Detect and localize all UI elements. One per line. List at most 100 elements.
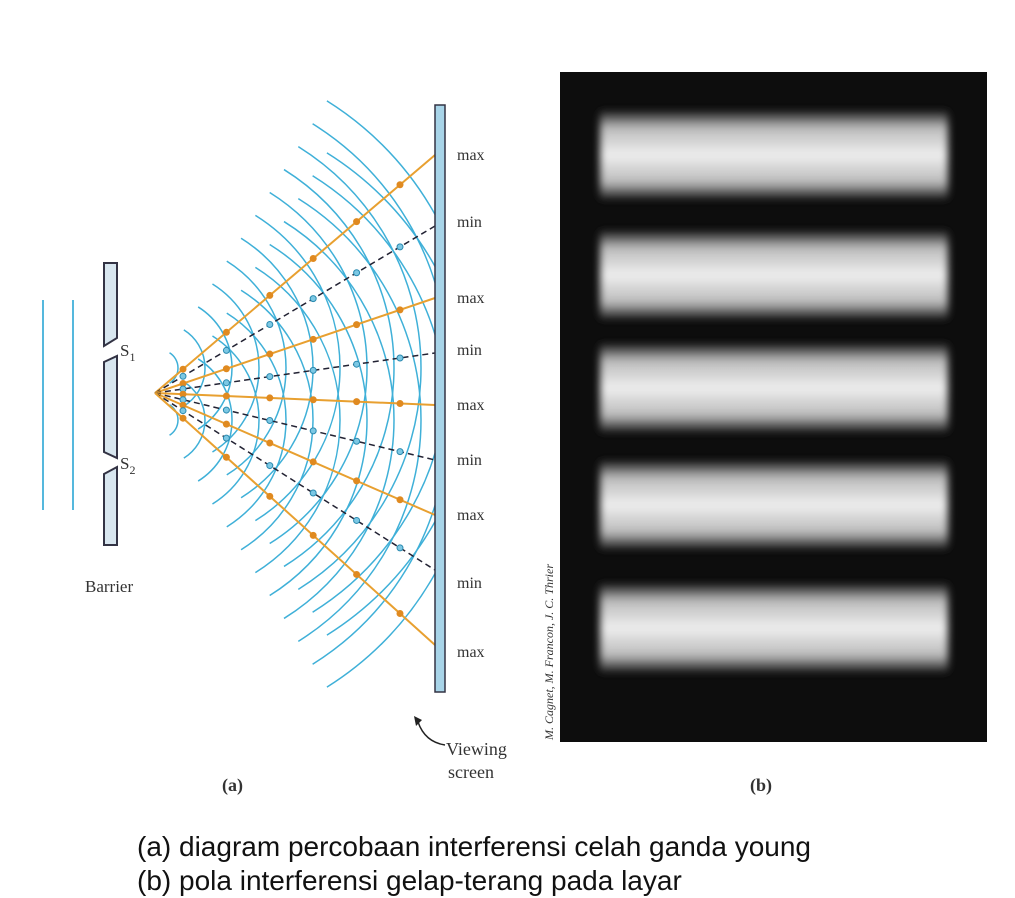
min-dot xyxy=(396,243,404,251)
wave-arc xyxy=(312,123,435,613)
wave-arc xyxy=(326,152,435,688)
wave-arc xyxy=(240,289,314,551)
wave-arc xyxy=(269,191,368,545)
max-dot xyxy=(396,181,404,189)
screen-arrow xyxy=(417,721,446,746)
screen-label: max xyxy=(457,644,485,661)
bright-fringe xyxy=(600,583,948,673)
min-dot xyxy=(266,462,274,470)
wave-arc xyxy=(226,312,287,528)
barrier-label: Barrier xyxy=(85,577,133,596)
wave-arc xyxy=(197,358,233,482)
min-ray xyxy=(154,352,436,394)
arrow-head xyxy=(414,716,422,726)
wave-arc xyxy=(169,404,179,436)
wave-arc xyxy=(283,168,395,568)
screen-label: min xyxy=(457,342,482,359)
min-ray xyxy=(154,392,436,571)
max-dot xyxy=(396,400,404,407)
fringes xyxy=(600,110,948,673)
min-ray xyxy=(154,392,436,461)
max-dot xyxy=(353,477,361,485)
screen-caption: screen xyxy=(448,762,494,782)
wave-arc xyxy=(312,175,435,665)
source-subscript: 1 xyxy=(129,350,135,364)
panel-label: (a) xyxy=(222,775,243,796)
wave-arcs xyxy=(169,100,435,688)
wave-arc xyxy=(254,266,341,574)
min-dot xyxy=(179,407,187,415)
max-dot xyxy=(266,492,274,500)
max-dot xyxy=(266,439,274,447)
wave-arc xyxy=(254,214,341,522)
bright-fringe xyxy=(600,343,948,433)
max-dot xyxy=(396,610,404,617)
caption: (b) pola interferensi gelap-terang pada … xyxy=(137,865,682,896)
max-dot xyxy=(353,398,361,406)
barrier xyxy=(103,262,118,546)
max-dot xyxy=(309,335,317,343)
wave-arc xyxy=(269,243,368,597)
max-dot xyxy=(396,496,404,504)
screen-label: max xyxy=(457,397,485,414)
wave-arc xyxy=(326,100,435,636)
wave-arc xyxy=(297,146,422,590)
min-dot xyxy=(309,366,317,374)
screen-label: max xyxy=(457,147,485,164)
wave-arc xyxy=(283,220,395,620)
max-dot xyxy=(266,291,274,299)
panel-label: (b) xyxy=(750,775,772,796)
max-dot xyxy=(353,218,361,226)
max-dot xyxy=(309,531,317,539)
min-dot xyxy=(353,269,361,277)
min-dot xyxy=(222,379,230,387)
source-label: S1 xyxy=(120,341,135,364)
credit: M. Cagnet, M. Francon, J. C. Thrier xyxy=(542,564,556,741)
min-dot xyxy=(222,406,230,414)
screen-label: max xyxy=(457,290,485,307)
min-dot xyxy=(353,516,361,524)
max-ray xyxy=(154,297,436,394)
min-dot xyxy=(266,373,274,381)
bright-fringe xyxy=(600,460,948,550)
screen-caption: Viewing xyxy=(446,739,507,759)
max-dot xyxy=(309,396,317,404)
max-dot xyxy=(222,365,230,373)
max-ray xyxy=(154,392,436,406)
min-dot xyxy=(309,427,317,435)
screen-label: min xyxy=(457,452,482,469)
max-dot xyxy=(353,321,361,329)
wave-arc xyxy=(297,198,422,642)
max-dot xyxy=(222,420,230,428)
max-ray xyxy=(154,392,436,516)
max-dot xyxy=(222,328,230,336)
bright-fringe xyxy=(600,230,948,320)
max-ray xyxy=(154,392,436,646)
max-dot xyxy=(222,453,230,461)
min-dot xyxy=(309,489,317,497)
max-ray xyxy=(154,154,436,394)
max-dot xyxy=(179,365,187,373)
screen-label: max xyxy=(457,507,485,524)
max-dot xyxy=(266,350,274,358)
rays xyxy=(154,154,436,646)
max-dot xyxy=(179,401,187,409)
min-dot xyxy=(396,544,404,552)
caption: (a) diagram percobaan interferensi celah… xyxy=(137,831,811,862)
bright-fringe xyxy=(600,110,948,200)
max-dot xyxy=(309,458,317,466)
min-dot xyxy=(179,372,187,380)
min-dot xyxy=(309,295,317,303)
min-dot xyxy=(266,416,274,424)
source-letter: S xyxy=(120,341,129,360)
wave-arc xyxy=(197,306,233,430)
max-dot xyxy=(309,255,317,263)
source-letter: S xyxy=(120,454,129,473)
screen-label: min xyxy=(457,575,482,592)
min-dot xyxy=(353,360,361,368)
min-dot xyxy=(222,434,230,442)
wave-arc xyxy=(183,329,206,407)
max-dot xyxy=(222,392,230,400)
source-label: S2 xyxy=(120,454,135,477)
min-dot xyxy=(396,448,404,456)
